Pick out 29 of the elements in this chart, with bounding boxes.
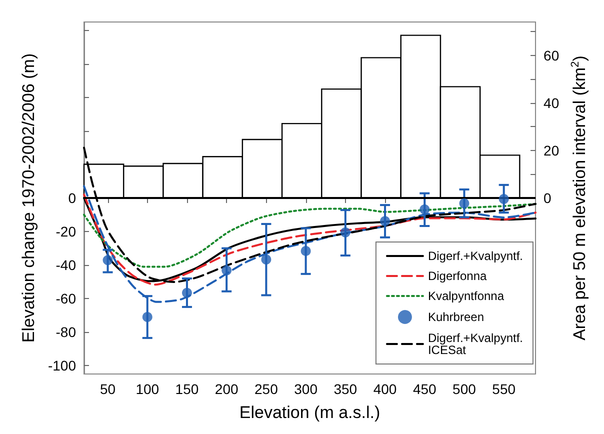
y-axis-title: Elevation change 1970-2002/2006 (m) <box>19 53 38 343</box>
x-tick-label: 300 <box>294 381 318 397</box>
x-tick-label: 50 <box>100 381 116 397</box>
x-tick-label: 350 <box>334 381 358 397</box>
y2-tick-label: 0 <box>544 190 552 206</box>
y2-tick-label: 20 <box>544 142 560 158</box>
x-tick-label: 550 <box>492 381 516 397</box>
y-tick-label: -80 <box>56 324 76 340</box>
y2-tick-label: 40 <box>544 94 560 111</box>
y2-tick-label: 60 <box>544 47 560 64</box>
y2-axis-title: Area per 50 m elevation interval (km2) <box>570 56 589 340</box>
x-tick-label: 150 <box>175 381 199 397</box>
legend-label: Kvalpyntfonna <box>428 289 504 303</box>
y-tick-label: -100 <box>48 358 76 374</box>
x-tick-label: 200 <box>214 381 238 397</box>
x-tick-label: 250 <box>254 381 278 397</box>
legend-label: Digerf.+Kvalpyntf. <box>428 249 523 263</box>
x-tick-label: 450 <box>412 381 437 397</box>
y-tick-label: 0 <box>68 190 76 206</box>
legend-label: Digerfonna <box>428 269 487 283</box>
y-tick-label: -60 <box>56 290 76 307</box>
legend-label: Kuhrbreen <box>428 310 484 324</box>
y-tick-label: -40 <box>56 257 76 274</box>
x-tick-label: 100 <box>136 381 160 397</box>
x-axis-title: Elevation (m a.s.l.) <box>239 403 380 422</box>
legend-label: Digerf.+Kvalpyntf. ICESat <box>428 331 523 357</box>
x-tick-label: 500 <box>452 381 476 397</box>
y-tick-label: -20 <box>56 224 76 240</box>
x-tick-label: 400 <box>373 381 397 397</box>
